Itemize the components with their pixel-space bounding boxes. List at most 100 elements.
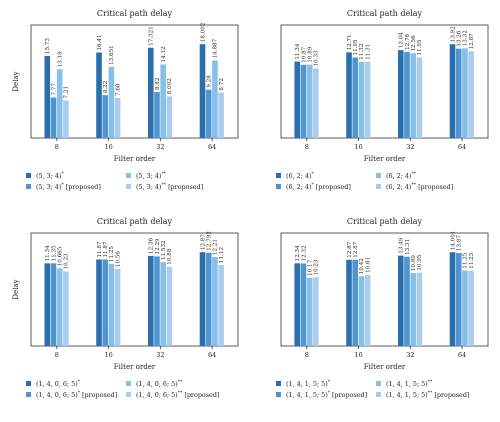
bar-s1-c3	[397, 255, 404, 346]
data-label: 12.36	[149, 237, 155, 253]
bar-s4-c1	[313, 277, 319, 346]
bar-s4-c3	[166, 266, 173, 346]
legend-label: (5, 3; 4)* [proposed]	[36, 182, 101, 191]
bar-s3-c2	[358, 276, 365, 346]
bar-s2-c1	[300, 64, 307, 138]
plot-frame	[30, 232, 239, 347]
data-label: 11.25	[109, 246, 115, 262]
bar-s1-c2	[346, 52, 352, 138]
data-label: 12.21	[213, 239, 219, 255]
data-label: 11.25	[463, 252, 469, 268]
data-label: 13.19	[57, 51, 63, 67]
bar-s3-c3	[410, 53, 416, 138]
data-label: 13.32	[463, 30, 469, 46]
x-tick-label: 64	[458, 143, 466, 151]
bar-s4-c1	[63, 100, 69, 138]
bar-s4-c4	[218, 264, 224, 346]
bar-s4-c1	[313, 68, 319, 138]
data-label: 10.89	[307, 46, 313, 62]
plot-frame	[280, 232, 489, 347]
data-label: 16.41	[97, 34, 103, 50]
legend-swatch	[376, 184, 381, 189]
legend-superscript: *	[78, 379, 81, 385]
legend-suffix: [proposed]	[166, 183, 203, 191]
data-label: 11.95	[417, 39, 423, 55]
data-label: 12.29	[155, 238, 161, 254]
bar-s1-c3	[147, 255, 154, 346]
data-label: 11.35	[51, 245, 57, 261]
x-tick-label: 64	[208, 351, 216, 359]
legend-superscript: **	[428, 390, 433, 396]
legend-swatch	[276, 392, 281, 397]
bar-s1-c3	[397, 50, 404, 138]
legend-series-name: (1, 4, 0, 6; 5)	[36, 380, 78, 388]
data-label: 10.23	[314, 259, 320, 275]
data-label: 10.665	[57, 246, 63, 266]
legend-swatch	[276, 184, 281, 189]
legend-series-name: (6, 2; 4)	[386, 183, 411, 191]
y-axis-label: Delay	[12, 71, 20, 91]
bar-s3-c3	[160, 64, 166, 138]
legend-suffix: [proposed]	[432, 391, 469, 399]
data-label: 8.82	[155, 77, 161, 90]
data-label: 14.001	[450, 231, 456, 251]
bar-s1-c1	[294, 61, 301, 138]
data-label: 14.887	[213, 38, 219, 58]
bar-s1-c2	[346, 259, 352, 346]
legend-item-3: (1, 4, 1, 5; 5)**	[376, 379, 433, 388]
x-tick-label: 32	[156, 351, 164, 359]
legend-label: (1, 4, 1, 5; 5)**	[386, 379, 433, 388]
legend-swatch	[276, 173, 281, 178]
legend-item-4: (5, 3; 4)** [proposed]	[126, 182, 203, 191]
legend-label: (5, 3; 4)**	[136, 171, 167, 180]
data-label: 13.04	[399, 32, 405, 48]
data-label: 10.87	[301, 46, 307, 62]
legend-label: (5, 3; 4)*	[36, 171, 64, 180]
legend-superscript: *	[78, 390, 81, 396]
legend-label: (6, 2; 4)** [proposed]	[386, 182, 453, 191]
legend-superscript: **	[178, 390, 183, 396]
data-label: 13.87	[457, 235, 463, 251]
legend-item-2: (6, 2; 4)* [proposed]	[276, 182, 351, 191]
data-label: 12.71	[347, 34, 353, 50]
bar-s3-c4	[462, 270, 468, 346]
bar-s3-c1	[306, 277, 313, 346]
bar-s4-c3	[166, 96, 173, 138]
data-label: 12.87	[200, 234, 206, 250]
legend-item-4: (1, 4, 0, 6; 5)** [proposed]	[126, 390, 219, 399]
x-tick-label: 8	[55, 351, 59, 359]
legend-suffix: [proposed]	[64, 183, 101, 191]
legend-item-4: (6, 2; 4)** [proposed]	[376, 182, 453, 191]
chart-title: Critical path delay	[97, 9, 173, 18]
bar-s2-c1	[300, 263, 307, 346]
bar-s3-c3	[410, 273, 416, 346]
bar-s3-c2	[108, 264, 115, 346]
bar-s4-c3	[416, 57, 423, 138]
chart-panel-1: Critical path delay Delay Filter order 8 15.…	[12, 9, 239, 191]
legend-item-1: (5, 3; 4)*	[26, 171, 64, 180]
bar-s2-c2	[352, 57, 359, 138]
bar-s2-c3	[404, 51, 410, 138]
data-label: 12.87	[353, 241, 359, 257]
bar-s4-c2	[364, 274, 371, 346]
data-label: 11.34	[45, 245, 51, 261]
legend-swatch	[26, 381, 31, 386]
bar-s1-c4	[199, 44, 206, 138]
bar-s2-c3	[154, 92, 160, 138]
x-axis-label: Filter order	[364, 155, 406, 163]
data-label: 13.92	[450, 26, 456, 42]
data-label: 12.87	[347, 241, 353, 257]
bar-s3-c3	[160, 261, 166, 346]
data-label: 7.21	[64, 86, 70, 98]
bar-s2-c4	[455, 253, 462, 346]
legend-series-name: (5, 3; 4)	[136, 172, 161, 180]
x-tick-label: 16	[354, 143, 362, 151]
bar-s2-c4	[205, 89, 212, 138]
data-label: 12.34	[295, 245, 301, 261]
legend-item-3: (1, 4, 0, 6; 5)**	[126, 379, 183, 388]
data-label: 8.22	[103, 80, 109, 93]
bar-s1-c4	[449, 44, 456, 138]
bar-s3-c1	[56, 268, 63, 346]
data-label: 12.78	[405, 33, 411, 49]
